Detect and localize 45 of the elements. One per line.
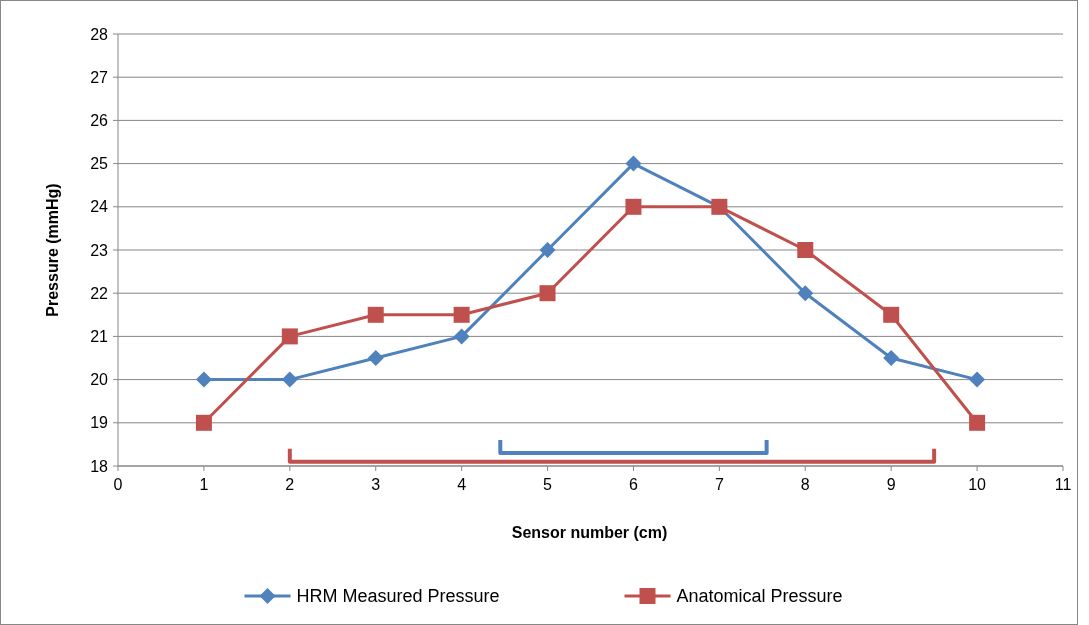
y-tick-label: 21 [90, 328, 109, 345]
x-tick-label: 6 [629, 476, 638, 493]
point [625, 198, 642, 215]
y-axis-title: Pressure (mmHg) [44, 183, 61, 317]
x-tick-label: 8 [800, 476, 810, 493]
point [969, 414, 986, 431]
point [883, 306, 900, 323]
y-tick-label: 26 [90, 112, 109, 129]
point [797, 285, 814, 302]
point [539, 285, 556, 302]
x-tick-label: 4 [457, 476, 467, 493]
point [883, 350, 900, 366]
point [453, 306, 470, 323]
y-tick-label: 27 [90, 68, 109, 86]
point [195, 371, 212, 388]
x-tick-label: 11 [1054, 476, 1072, 493]
y-tick-label: 23 [90, 241, 109, 259]
y-tick-label: 18 [90, 457, 109, 475]
point [539, 242, 556, 258]
point [367, 350, 384, 366]
x-tick-label: 7 [714, 476, 724, 493]
point [453, 328, 470, 345]
x-tick-label: 0 [113, 476, 123, 493]
y-tick-label: 28 [90, 25, 109, 43]
point [797, 242, 814, 258]
point [195, 414, 212, 431]
point [281, 328, 298, 345]
x-tick-label: 3 [371, 476, 381, 493]
x-tick-label: 5 [543, 476, 553, 493]
y-tick-label: 24 [90, 198, 109, 216]
y-tick-label: 22 [90, 284, 109, 302]
point [281, 371, 298, 388]
y-tick-label: 25 [90, 155, 109, 173]
x-axis-title: Sensor number (cm) [511, 524, 668, 541]
point [625, 155, 642, 172]
y-tick-label: 20 [90, 371, 109, 389]
x-tick-label: 2 [285, 476, 295, 493]
x-tick-label: 9 [886, 476, 896, 493]
x-tick-label: 1 [199, 476, 209, 493]
x-tick-label: 10 [968, 476, 987, 493]
point [367, 306, 384, 323]
point [969, 371, 986, 388]
legend-label: Anatomical Pressure [676, 586, 843, 607]
y-tick-label: 19 [90, 414, 109, 432]
legend-label: HRM Measured Pressure [296, 586, 500, 607]
